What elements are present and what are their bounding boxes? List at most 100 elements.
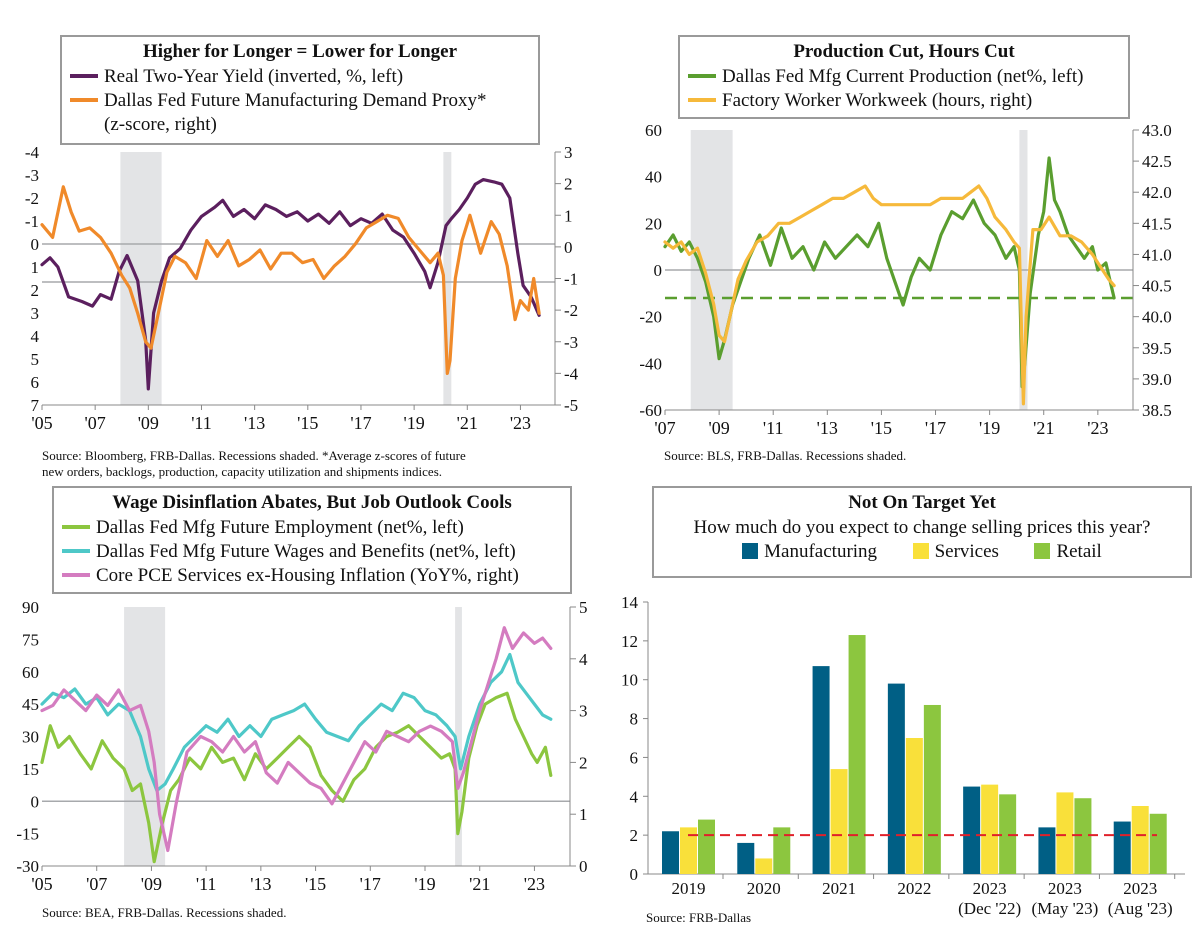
p3-x-tick-label: '15 — [305, 874, 326, 894]
p3-legend-box: Wage Disinflation Abates, But Job Outloo… — [52, 486, 572, 594]
p2-legend-workweek-label: Factory Worker Workweek (hours, right) — [722, 90, 1033, 111]
p4-legend-manufacturing-label: Manufacturing — [764, 541, 878, 562]
p3-employment-swatch — [62, 525, 90, 530]
p3-right-tick-label: 0 — [579, 857, 588, 876]
p4-bar-manufacturing — [1038, 827, 1056, 874]
p4-bar-retail — [848, 635, 866, 874]
p1-right-tick-label: 1 — [564, 206, 573, 225]
p1-left-tick-label: -2 — [25, 189, 39, 208]
p4-legend-retail-label: Retail — [1056, 541, 1102, 562]
p3-wages-swatch — [62, 549, 90, 554]
p2-legend-workweek: Factory Worker Workweek (hours, right) — [680, 89, 1128, 113]
p2-legend-box: Production Cut, Hours Cut Dallas Fed Mfg… — [678, 35, 1130, 119]
p4-services-swatch — [912, 543, 929, 560]
p1-left-tick-label: 1 — [31, 258, 40, 277]
p1-source: Source: Bloomberg, FRB-Dallas. Recession… — [42, 448, 466, 480]
p1-left-tick-label: -4 — [25, 143, 40, 162]
p3-x-tick-label: '05 — [31, 874, 52, 894]
p3-x-tick-label: '09 — [141, 874, 162, 894]
p1-recession-0 — [120, 152, 162, 405]
p2-source: Source: BLS, FRB-Dallas. Recessions shad… — [664, 448, 906, 464]
p2-x-tick-label: '15 — [871, 418, 892, 438]
p1-left-tick-label: -1 — [25, 212, 39, 231]
p2-right-tick-label: 42.5 — [1142, 152, 1172, 171]
p4-y-tick-label: 4 — [630, 787, 639, 806]
p1-source-line-2: new orders, backlogs, production, capaci… — [42, 464, 443, 479]
p4-bar-services — [680, 827, 697, 874]
p4-bar-services — [905, 738, 923, 874]
p1-x-tick-label: '23 — [510, 413, 531, 433]
p3-series-2-line — [40, 626, 553, 853]
p4-category-label: 2023 — [1123, 879, 1157, 898]
p3-left-tick-label: -15 — [16, 825, 39, 844]
p4-category-label: 2019 — [672, 879, 706, 898]
p2-legend-production-label: Dallas Fed Mfg Current Production (net%,… — [722, 66, 1084, 87]
p2-right-tick-label: 40.5 — [1142, 277, 1172, 296]
p4-y-tick-label: 6 — [630, 748, 639, 767]
p4-category-sublabel: (May '23) — [1032, 899, 1099, 918]
p1-left-tick-label: 0 — [31, 235, 40, 254]
p1-right-tick-label: -4 — [564, 364, 579, 383]
p3-recession-1 — [455, 607, 462, 866]
p1-left-tick-label: 6 — [31, 373, 40, 392]
p1-x-tick-label: '15 — [297, 413, 318, 433]
p4-retail-swatch — [1034, 543, 1051, 560]
p3-recession-0 — [124, 607, 166, 866]
p4-bar-retail — [999, 794, 1017, 874]
p1-recession-1 — [443, 152, 452, 405]
p3-right-tick-label: 5 — [579, 598, 588, 617]
p4-y-tick-label: 10 — [621, 671, 638, 690]
p1-demand-swatch — [70, 98, 98, 103]
p1-x-tick-label: '05 — [31, 413, 52, 433]
p4-bar-retail — [698, 819, 715, 874]
p4-bar-retail — [923, 704, 941, 874]
p1-left-tick-label: 4 — [31, 327, 40, 346]
p4-legend-row: Manufacturing Services Retail — [654, 540, 1190, 564]
p1-right-tick-label: 2 — [564, 175, 573, 194]
p1-legend-yield: Real Two-Year Yield (inverted, %, left) — [62, 65, 538, 89]
p1-series-0-line — [40, 178, 541, 391]
p2-source-line-1: Source: BLS, FRB-Dallas. Recessions shad… — [664, 448, 907, 463]
p2-right-tick-label: 39.5 — [1142, 339, 1172, 358]
p3-x-tick-label: '21 — [469, 874, 490, 894]
p4-bar-retail — [1149, 813, 1167, 874]
p1-right-tick-label: -3 — [564, 333, 578, 352]
p2-x-tick-label: '11 — [763, 418, 784, 438]
p1-x-tick-label: '07 — [85, 413, 106, 433]
p4-manufacturing-swatch — [742, 543, 759, 560]
p2-workweek-swatch — [688, 98, 716, 103]
p1-right-tick-label: -1 — [564, 270, 578, 289]
p1-x-tick-label: '19 — [403, 413, 424, 433]
p3-left-tick-label: 75 — [22, 630, 39, 649]
p4-y-tick-label: 12 — [621, 632, 638, 651]
p3-right-tick-label: 1 — [579, 805, 588, 824]
p2-series-1-line — [663, 184, 1116, 406]
p4-legend-services-label: Services — [934, 541, 999, 562]
p4-y-tick-label: 2 — [630, 826, 639, 845]
p4-source-line-1: Source: FRB-Dallas — [646, 910, 752, 925]
p1-legend-yield-label: Real Two-Year Yield (inverted, %, left) — [104, 66, 404, 87]
p1-left-tick-label: -3 — [25, 166, 39, 185]
p1-x-tick-label: '17 — [350, 413, 371, 433]
p2-right-tick-label: 39.0 — [1142, 370, 1172, 389]
p2-right-tick-label: 43.0 — [1142, 121, 1172, 140]
p4-bar-manufacturing — [963, 786, 981, 874]
p4-bar-manufacturing — [662, 831, 679, 874]
p3-legend-pce: Core PCE Services ex-Housing Inflation (… — [54, 564, 570, 588]
p4-category-label: 2023 — [973, 879, 1007, 898]
p3-legend-pce-label: Core PCE Services ex-Housing Inflation (… — [96, 565, 519, 586]
p2-x-tick-label: '23 — [1087, 418, 1108, 438]
p3-x-tick-label: '13 — [250, 874, 271, 894]
p2-left-tick-label: -60 — [639, 401, 662, 420]
p3-left-tick-label: -30 — [16, 857, 39, 876]
p1-left-tick-label: 2 — [31, 281, 40, 300]
p4-bar-manufacturing — [1113, 821, 1131, 874]
p2-right-tick-label: 42.0 — [1142, 183, 1172, 202]
p2-left-tick-label: -40 — [639, 354, 662, 373]
p1-right-tick-label: -2 — [564, 301, 578, 320]
p4-category-sublabel: (Aug '23) — [1108, 899, 1173, 918]
p2-x-tick-label: '17 — [925, 418, 946, 438]
p2-left-tick-label: -20 — [639, 308, 662, 327]
p2-x-tick-label: '07 — [654, 418, 675, 438]
